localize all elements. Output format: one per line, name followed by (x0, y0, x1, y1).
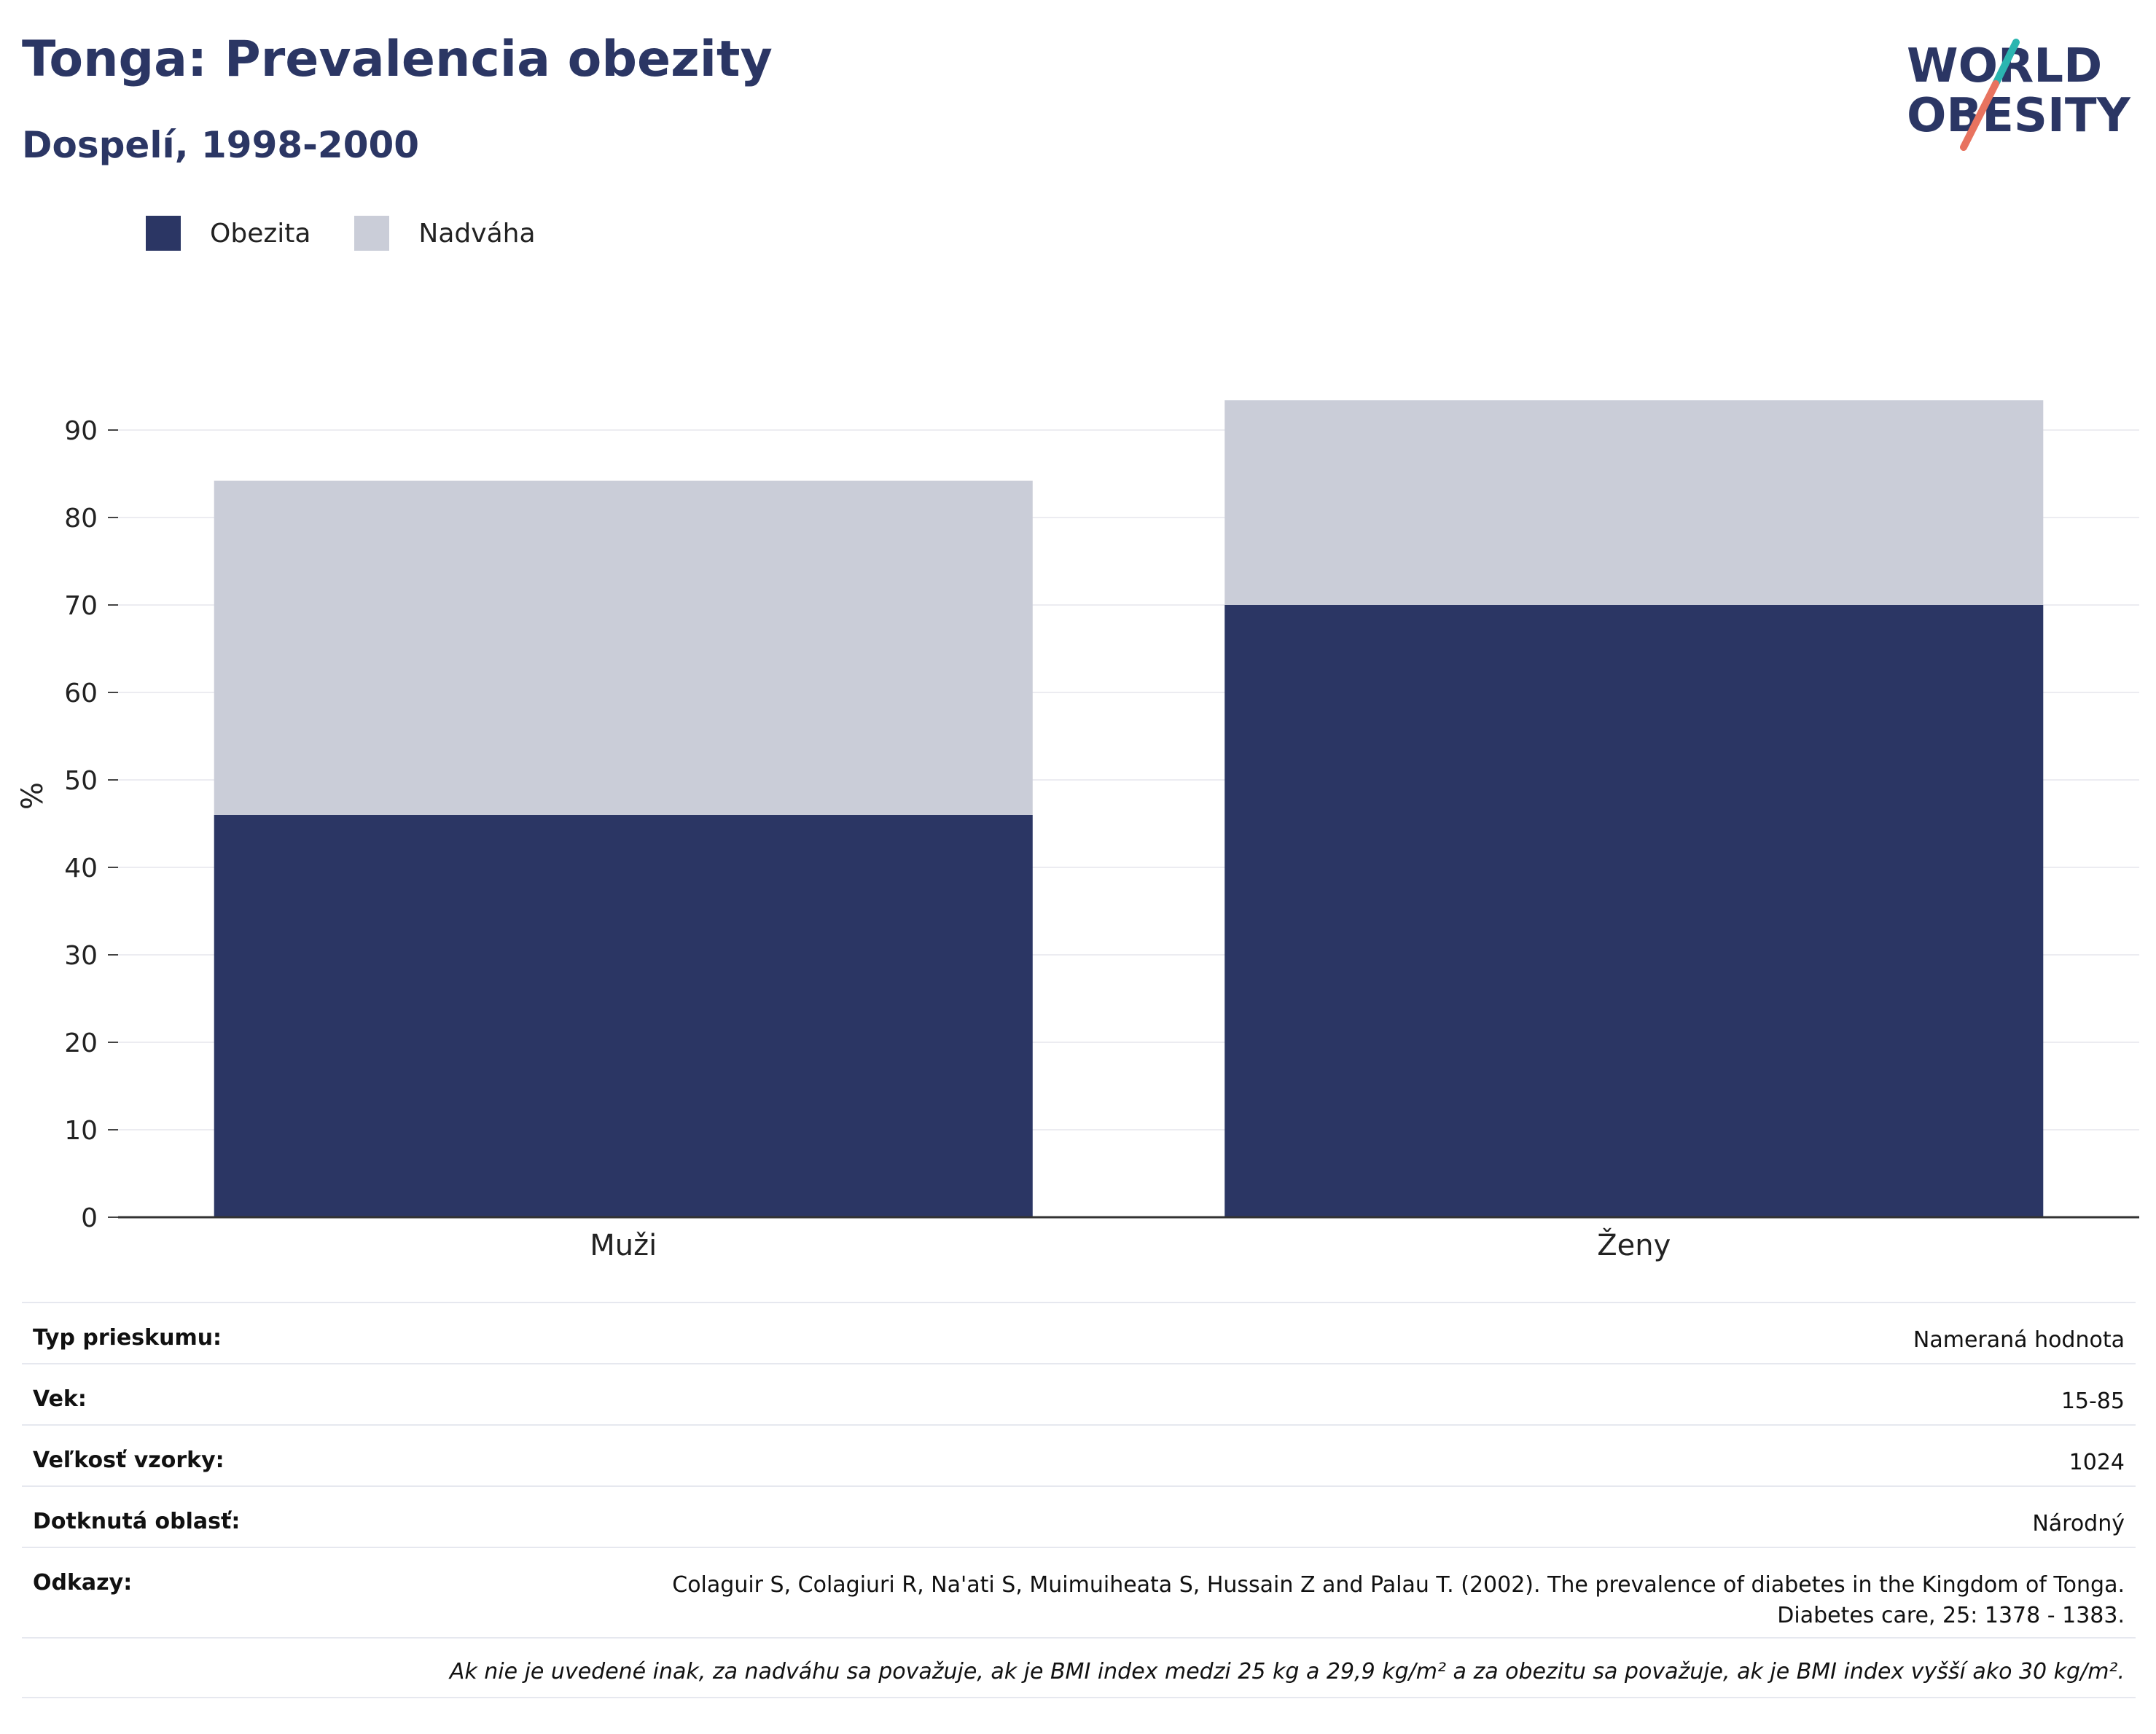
meta-label: Typ prieskumu: (33, 1325, 222, 1351)
bar-obezita-zeny[interactable] (1225, 605, 2044, 1217)
logo-text-obesity: OBESITY (1907, 89, 2130, 143)
meta-row-survey-type: Typ prieskumu: Nameraná hodnota (22, 1302, 2136, 1363)
y-tick-label: 40 (64, 854, 98, 883)
y-tick-label: 60 (64, 679, 98, 708)
survey-details: Typ prieskumu: Nameraná hodnota Vek: 15-… (22, 1302, 2136, 1698)
legend-item-nadvaha[interactable]: Nadváha (354, 216, 536, 251)
bar-nadváha-muzi[interactable] (214, 480, 1033, 815)
meta-label: Dotknutá oblasť: (33, 1509, 241, 1534)
y-tick-label: 70 (64, 591, 98, 621)
legend-label-obezita: Obezita (210, 218, 311, 249)
y-tick-label: 50 (64, 766, 98, 796)
bar-obezita-muzi[interactable] (214, 815, 1033, 1217)
y-tick-label: 30 (64, 941, 98, 971)
stacked-bar-chart: 0 10 20 30 40 50 60 70 80 90 Muži Ženy % (16, 400, 2139, 1262)
y-tick-label: 90 (64, 416, 98, 446)
logo-slash-coral (1960, 80, 1999, 151)
y-axis-label: % (16, 782, 50, 810)
world-obesity-logo: WORLD OBESITY (1907, 39, 2130, 151)
y-tick-labels: 0 10 20 30 40 50 60 70 80 90 (64, 416, 118, 1233)
meta-label: Vek: (33, 1386, 87, 1412)
legend-item-obezita[interactable]: Obezita (146, 216, 310, 251)
x-tick-labels: Muži Ženy (590, 1227, 1671, 1262)
y-tick-label: 80 (64, 504, 98, 534)
legend-swatch-nadvaha (354, 216, 390, 251)
y-tick-label: 20 (64, 1028, 98, 1058)
chart-subtitle: Dospelí, 1998-2000 (22, 124, 420, 166)
x-tick-label: Muži (590, 1229, 657, 1262)
bars (214, 400, 2044, 1217)
reference-line-2: Diabetes care, 25: 1378 - 1383. (1777, 1603, 2125, 1628)
meta-row-sample-size: Veľkosť vzorky: 1024 (22, 1424, 2136, 1485)
meta-value: Národný (2032, 1511, 2125, 1536)
reference-line-1: Colaguir S, Colagiuri R, Na'ati S, Muimu… (672, 1572, 2125, 1598)
references-text: Colaguir S, Colagiuri R, Na'ati S, Muimu… (672, 1570, 2125, 1631)
y-tick-label: 10 (64, 1116, 98, 1146)
x-tick-label: Ženy (1597, 1227, 1671, 1262)
meta-label: Odkazy: (33, 1570, 133, 1596)
meta-value: 15-85 (2061, 1389, 2125, 1414)
bar-nadváha-zeny[interactable] (1225, 400, 2044, 605)
legend-label-nadvaha: Nadváha (418, 218, 536, 249)
chart-title: Tonga: Prevalencia obezity (22, 31, 773, 88)
bmi-definition-note: Ak nie je uvedené inak, za nadváhu sa po… (22, 1637, 2136, 1698)
legend: Obezita Nadváha (146, 216, 579, 251)
meta-row-age: Vek: 15-85 (22, 1363, 2136, 1424)
meta-value: Nameraná hodnota (1913, 1327, 2125, 1353)
y-tick-label: 0 (81, 1203, 98, 1233)
logo-slash-teal (1992, 39, 2020, 87)
meta-label: Veľkosť vzorky: (33, 1448, 224, 1473)
meta-row-area: Dotknutá oblasť: Národný (22, 1485, 2136, 1547)
meta-row-references: Odkazy: Colaguir S, Colagiuri R, Na'ati … (22, 1547, 2136, 1637)
legend-swatch-obezita (146, 216, 181, 251)
meta-value: 1024 (2069, 1450, 2125, 1475)
